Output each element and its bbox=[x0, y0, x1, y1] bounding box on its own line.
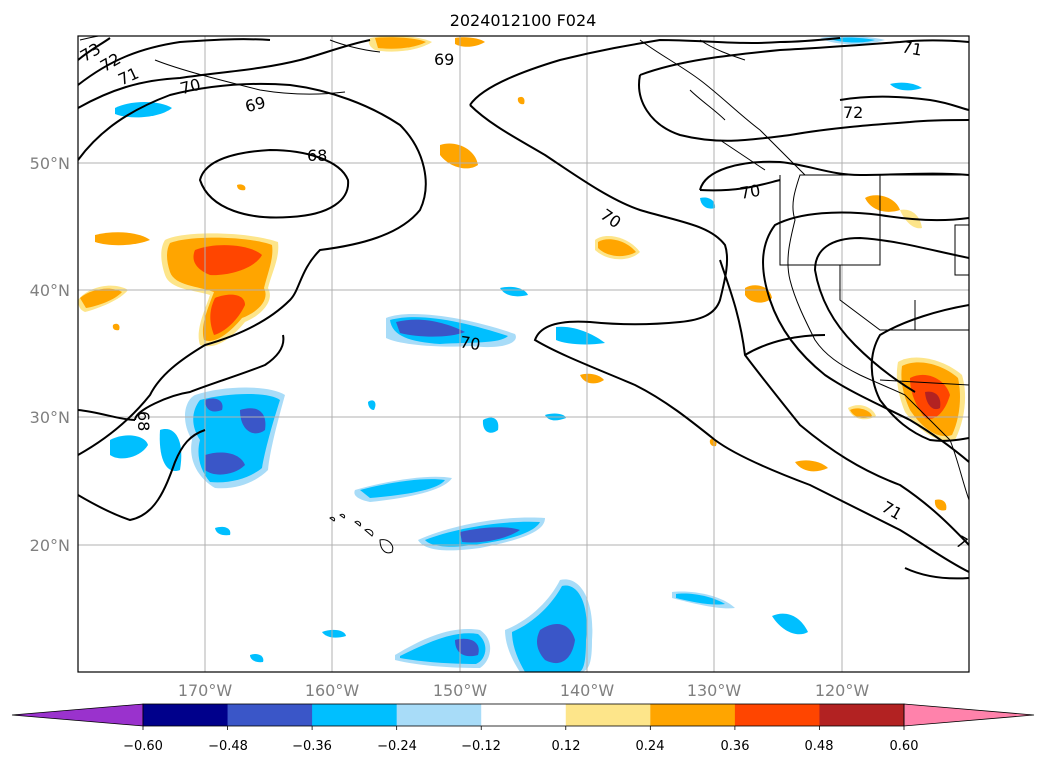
colorbar-extend-high bbox=[903, 703, 1035, 727]
lon-label: 150°W bbox=[433, 681, 488, 700]
map-area: 73 72 71 70 69 69 68 70 70 70 68 72 71 7… bbox=[78, 36, 969, 672]
colorbar-frame bbox=[142, 703, 905, 727]
colorbar-tick-label: 0.60 bbox=[890, 739, 919, 754]
colorbar-tick-label: −0.24 bbox=[377, 739, 417, 754]
colorbar-tick-label: −0.48 bbox=[208, 739, 248, 754]
coastlines bbox=[79, 36, 969, 554]
contour-label: 71 bbox=[900, 37, 923, 59]
contour-label: 70 bbox=[178, 75, 203, 99]
colorbar-tick-label: 0.36 bbox=[721, 739, 750, 754]
contour-label: 70 bbox=[738, 181, 761, 203]
lat-label: 50°N bbox=[30, 154, 70, 173]
contour-lines bbox=[78, 37, 969, 580]
colorbar-segment bbox=[312, 704, 398, 726]
negative-anomaly-shading bbox=[110, 36, 922, 672]
colorbar-segment bbox=[396, 704, 482, 726]
colorbar-segment bbox=[227, 704, 313, 726]
lon-label: 120°W bbox=[815, 681, 870, 700]
contour-label: 68 bbox=[134, 411, 153, 431]
colorbar: −0.60 −0.48 −0.36 −0.24 −0.12 0.12 0.24 … bbox=[11, 703, 1035, 754]
lon-label: 160°W bbox=[305, 681, 360, 700]
colorbar-tick-label: −0.60 bbox=[123, 739, 163, 754]
lat-label: 30°N bbox=[30, 408, 70, 427]
map-frame bbox=[77, 35, 970, 673]
lon-label: 170°W bbox=[178, 681, 233, 700]
latitude-labels: 50°N 40°N 30°N 20°N bbox=[30, 154, 70, 555]
colorbar-ticks bbox=[142, 726, 905, 730]
lat-label: 20°N bbox=[30, 536, 70, 555]
colorbar-tick-labels: −0.60 −0.48 −0.36 −0.24 −0.12 0.12 0.24 … bbox=[123, 739, 918, 754]
colorbar-segment bbox=[481, 704, 567, 726]
colorbar-extend-low bbox=[11, 703, 144, 727]
contour-label: 68 bbox=[307, 146, 327, 165]
lon-label: 130°W bbox=[687, 681, 742, 700]
colorbar-tick-label: 0.12 bbox=[552, 739, 581, 754]
longitude-labels: 170°W 160°W 150°W 140°W 130°W 120°W bbox=[178, 681, 870, 700]
colorbar-tick-label: 0.24 bbox=[636, 739, 665, 754]
colorbar-segment bbox=[565, 704, 651, 726]
colorbar-segment bbox=[143, 704, 229, 726]
contour-label: 69 bbox=[243, 93, 268, 117]
colorbar-segments bbox=[11, 703, 1035, 727]
lat-label: 40°N bbox=[30, 281, 70, 300]
colorbar-tick-label: 0.48 bbox=[805, 739, 834, 754]
colorbar-segment bbox=[734, 704, 820, 726]
contour-label: 70 bbox=[459, 332, 482, 354]
colorbar-segment bbox=[819, 704, 905, 726]
contour-label: 72 bbox=[843, 103, 863, 122]
colorbar-segment bbox=[650, 704, 736, 726]
colorbar-tick-label: −0.12 bbox=[461, 739, 501, 754]
map-title: 2024012100 F024 bbox=[450, 11, 597, 30]
contour-label: 69 bbox=[434, 50, 454, 69]
lon-label: 140°W bbox=[560, 681, 615, 700]
colorbar-tick-label: −0.36 bbox=[292, 739, 332, 754]
